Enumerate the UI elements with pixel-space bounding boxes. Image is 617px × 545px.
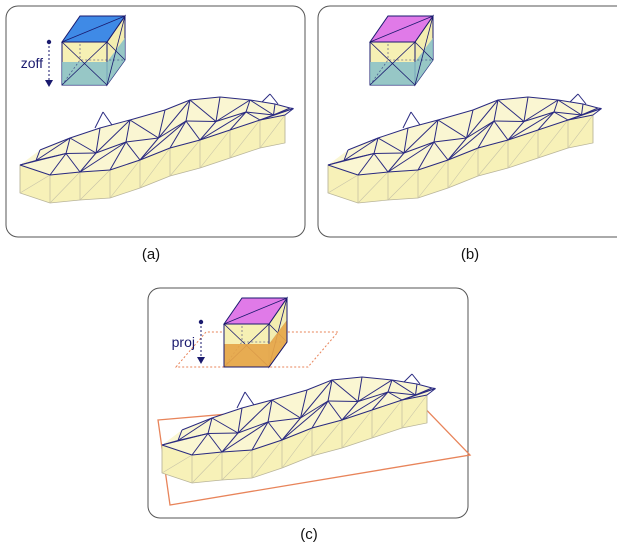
panel-a: zoff [6,6,305,237]
annotation: proj [172,334,195,350]
caption: (b) [461,246,479,263]
page: zoff (a) (b) proj (c) (() => { [0,0,617,545]
panel-b [318,6,617,237]
panel-c: proj [148,288,470,518]
annotation: zoff [21,55,43,71]
caption: (c) [300,526,318,543]
caption: (a) [142,246,160,263]
figure: zoff (a) (b) proj (c) [0,0,617,545]
